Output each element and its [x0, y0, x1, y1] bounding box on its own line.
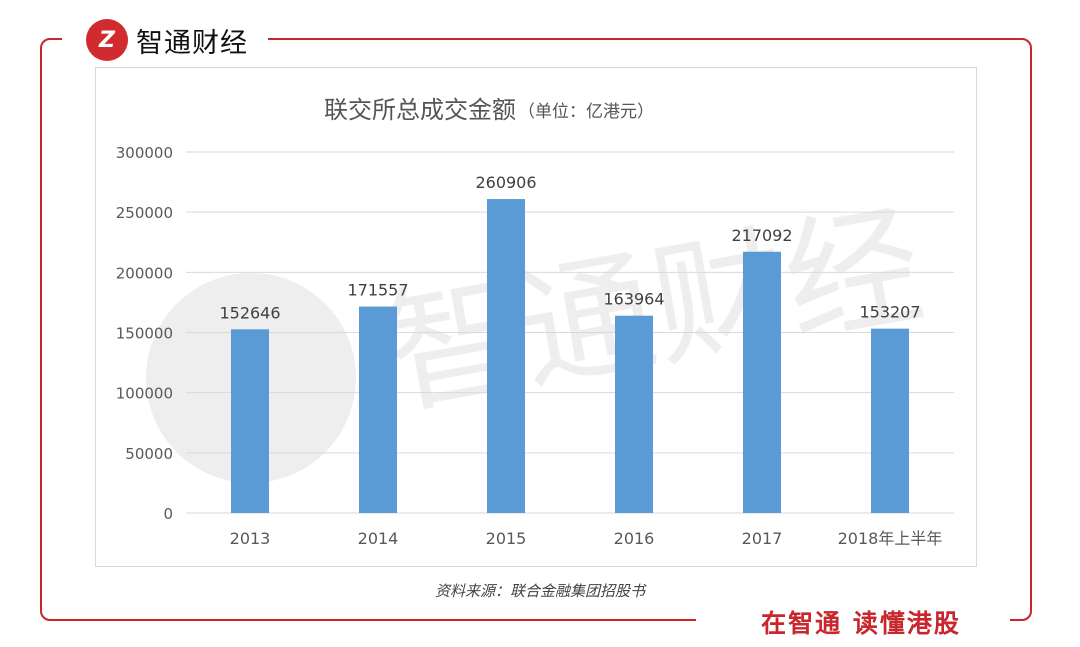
source-note: 资料来源：联合金融集团招股书: [434, 582, 645, 600]
bar-2015: [487, 199, 525, 514]
chart-title-unit: （单位：亿港元）: [518, 102, 654, 122]
y-tick-label: 50000: [125, 445, 173, 463]
x-tick-label: 2013: [230, 529, 271, 548]
red-frame: [40, 38, 1032, 621]
brand-logo-icon: Z: [86, 19, 128, 61]
data-label: 163964: [603, 290, 664, 309]
bar-chart: 智通财经 联交所总成交金额 （单位：亿港元） 0 50000 100000 15000…: [116, 96, 954, 548]
x-tick-label: 2018年上半年: [838, 529, 943, 548]
y-tick-label: 0: [163, 505, 173, 523]
chart-container: 智通财经 联交所总成交金额 （单位：亿港元） 0 50000 100000 15000…: [95, 67, 977, 567]
data-label: 260906: [475, 173, 536, 192]
x-tick-label: 2017: [742, 529, 783, 548]
bar-2018年上半年: [871, 328, 909, 513]
brand-logo-text: Z: [99, 27, 115, 53]
bar-2017: [743, 251, 781, 513]
chart-title: 联交所总成交金额 （单位：亿港元）: [324, 96, 654, 124]
y-tick-label: 100000: [116, 385, 173, 403]
data-label: 153207: [859, 303, 920, 322]
x-tick-label: 2014: [358, 529, 399, 548]
y-tick-label: 300000: [116, 144, 173, 162]
x-tick-label: 2015: [486, 529, 527, 548]
bar-2013: [231, 329, 269, 513]
data-labels: 152646 171557 260906 163964 217092 153207: [219, 173, 920, 322]
data-label: 152646: [219, 303, 280, 322]
data-label: 171557: [347, 281, 408, 300]
bars: [231, 199, 909, 514]
y-tick-label: 250000: [116, 204, 173, 222]
gridlines: [186, 151, 954, 514]
bar-2016: [615, 315, 653, 513]
y-tick-label: 200000: [116, 264, 173, 282]
y-tick-label: 150000: [116, 325, 173, 343]
x-axis-ticks: 2013 2014 2015 2016 2017 2018年上半年: [230, 529, 943, 548]
x-tick-label: 2016: [614, 529, 655, 548]
frame-gap-bottom: [696, 610, 1010, 632]
y-axis-ticks: 0 50000 100000 150000 200000 250000 300000: [116, 144, 173, 523]
bar-2014: [359, 306, 397, 513]
slogan: 在智通 读懂港股: [761, 609, 961, 638]
watermark-text: 智通财经: [374, 186, 933, 434]
brand-name: 智通财经: [136, 27, 248, 59]
data-label: 217092: [731, 226, 792, 245]
brand-header: Z 智通财经: [86, 18, 248, 62]
chart-title-text: 联交所总成交金额: [324, 96, 516, 124]
